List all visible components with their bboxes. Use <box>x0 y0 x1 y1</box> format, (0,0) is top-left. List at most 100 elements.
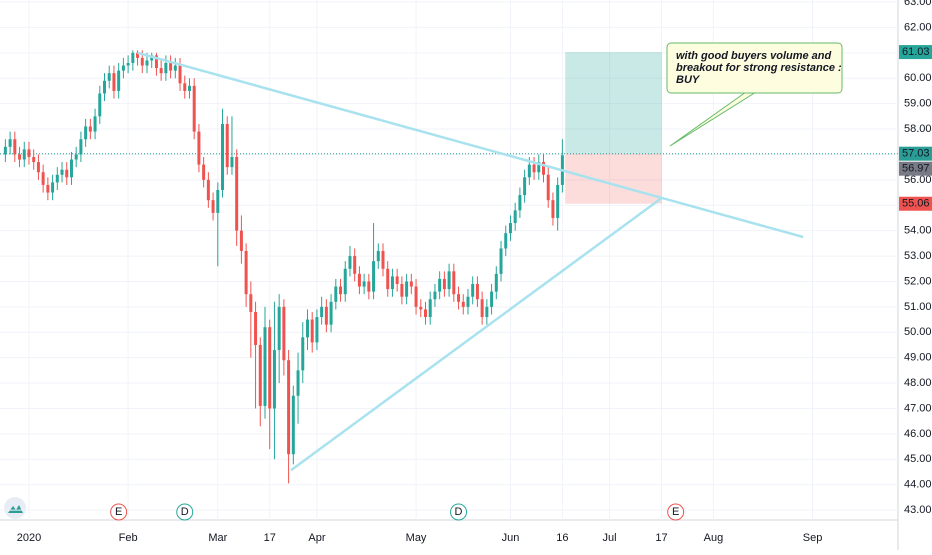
candle-body <box>438 278 442 292</box>
candle-body <box>65 169 69 178</box>
candle-body <box>499 248 503 274</box>
candle-body <box>192 85 196 132</box>
candle-body <box>13 139 17 155</box>
candle-body <box>409 281 413 287</box>
candle-body <box>98 93 102 117</box>
candle-body <box>324 306 328 325</box>
y-tick-label: 60.00 <box>904 72 932 84</box>
price-label-box <box>899 161 932 176</box>
y-tick-label: 47.00 <box>904 402 932 414</box>
callout-text: with good buyers volume and <box>676 50 832 62</box>
candle-body <box>334 286 338 302</box>
y-tick-label: 46.00 <box>904 428 932 440</box>
candle-body <box>140 57 144 66</box>
candle-body <box>258 344 262 406</box>
candle-body <box>466 296 470 307</box>
y-tick-label: 48.00 <box>904 377 932 389</box>
x-tick-label: Aug <box>704 532 724 544</box>
y-tick-label: 50.00 <box>904 326 932 338</box>
candle-body <box>556 184 560 218</box>
candle-body <box>428 299 432 318</box>
candle-body <box>390 276 394 290</box>
candle-body <box>272 350 276 409</box>
candle-body <box>490 291 494 307</box>
candle-body <box>216 190 220 213</box>
candle-body <box>423 309 427 318</box>
candle-body <box>386 268 390 290</box>
candle-body <box>442 278 446 290</box>
candle-body <box>3 146 7 155</box>
price-label-box <box>899 196 932 211</box>
candle-body <box>301 337 305 371</box>
y-tick-label: 59.00 <box>904 98 932 110</box>
candle-body <box>471 284 475 297</box>
candle-body <box>211 200 215 213</box>
candle-body <box>46 184 50 193</box>
x-tick-label: Jul <box>603 532 617 544</box>
x-tick-label: Feb <box>119 532 138 544</box>
logo <box>4 497 26 519</box>
target-zone <box>565 52 662 154</box>
candle-body <box>405 281 409 297</box>
event-label: D <box>181 506 189 518</box>
candle-body <box>353 256 357 274</box>
candle-body <box>475 284 479 300</box>
candle-body <box>121 65 125 71</box>
candle-body <box>268 327 272 409</box>
candle-body <box>504 233 508 249</box>
candle-body <box>145 60 149 66</box>
candle-body <box>277 306 281 351</box>
candle-body <box>235 156 239 231</box>
candle-body <box>22 149 26 160</box>
x-tick-label: 17 <box>264 532 276 544</box>
candle-body <box>523 177 527 196</box>
candle-body <box>183 83 187 91</box>
candle-body <box>32 156 36 163</box>
candle-body <box>249 294 253 312</box>
y-tick-label: 53.00 <box>904 250 932 262</box>
candle-body <box>178 65 182 84</box>
candle-body <box>400 284 404 297</box>
candle-body <box>263 327 267 406</box>
x-tick-label: 2020 <box>17 532 41 544</box>
y-tick-label: 49.00 <box>904 352 932 364</box>
candle-body <box>362 281 366 287</box>
candle-body <box>329 301 333 325</box>
candle-body <box>480 299 484 318</box>
candle-body <box>36 162 40 173</box>
candle-body <box>367 281 371 292</box>
trend-line <box>137 51 804 239</box>
price-label: 61.03 <box>902 46 930 58</box>
candle-body <box>343 268 347 295</box>
candle-body <box>461 301 465 307</box>
candle-body <box>551 200 555 218</box>
y-tick-label: 63.00 <box>904 0 932 8</box>
callout-text: breakout for strong resistance : <box>676 62 842 74</box>
y-tick-label: 52.00 <box>904 275 932 287</box>
candle-body <box>376 250 380 262</box>
candle-body <box>287 360 291 455</box>
x-tick-label: Sep <box>803 532 823 544</box>
candle-body <box>169 62 173 71</box>
candle-body <box>339 286 343 295</box>
candle-body <box>27 149 31 157</box>
y-tick-label: 62.00 <box>904 21 932 33</box>
candle-body <box>296 370 300 396</box>
candle-body <box>60 169 64 175</box>
candle-body <box>452 271 456 295</box>
candle-body <box>320 306 324 318</box>
y-tick-label: 45.00 <box>904 453 932 465</box>
candle-body <box>136 52 140 58</box>
candle-body <box>93 116 97 132</box>
candle-body <box>51 182 55 193</box>
event-marker <box>176 503 194 521</box>
event-marker <box>450 503 468 521</box>
candle-body <box>244 250 248 295</box>
price-label: 56.97 <box>902 163 930 175</box>
candle-body <box>126 62 130 66</box>
candle-body <box>485 306 489 318</box>
y-tick-label: 56.00 <box>904 174 932 186</box>
x-tick-label: Jun <box>502 532 520 544</box>
candle-body <box>79 139 83 155</box>
